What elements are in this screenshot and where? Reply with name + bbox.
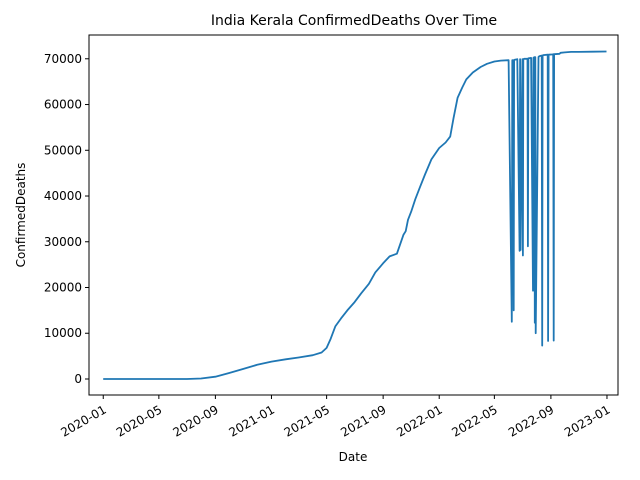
y-tick-label: 20000 — [44, 281, 82, 295]
chart-title: India Kerala ConfirmedDeaths Over Time — [211, 13, 497, 29]
plot-frame — [88, 34, 619, 396]
y-tick-label: 50000 — [44, 143, 82, 157]
plot-area — [88, 34, 619, 396]
y-tick-label: 0 — [74, 372, 82, 386]
y-tick-label: 40000 — [44, 189, 82, 203]
y-axis-title: ConfirmedDeaths — [14, 163, 28, 268]
y-tick-label: 60000 — [44, 98, 82, 112]
y-tick-label: 10000 — [44, 326, 82, 340]
y-tick-label: 30000 — [44, 235, 82, 249]
y-tick-label: 70000 — [44, 52, 82, 66]
y-axis: 0 10000 20000 30000 40000 50000 60000 70000 — [44, 52, 89, 386]
series-line-confirmed-deaths — [103, 50, 607, 380]
x-axis-title: Date — [339, 450, 368, 464]
